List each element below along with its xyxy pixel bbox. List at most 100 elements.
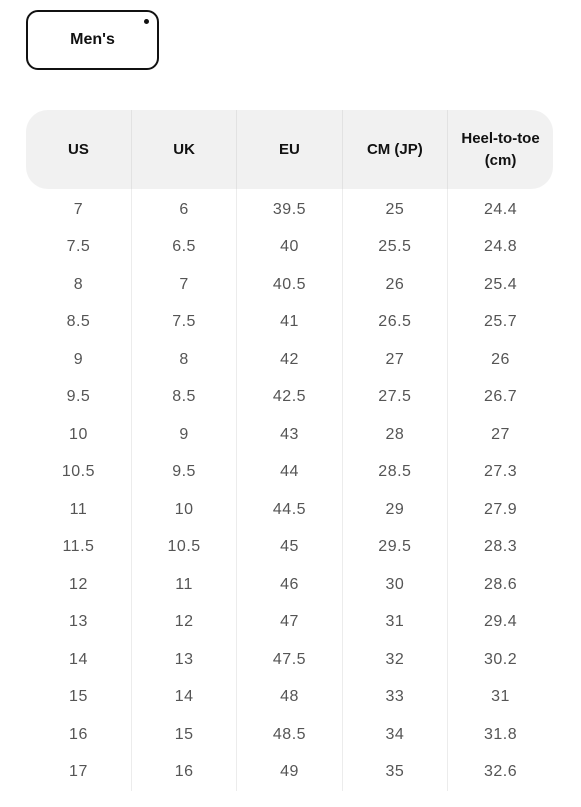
cell-uk: 9 xyxy=(130,416,237,454)
cell-us: 11.5 xyxy=(62,538,95,556)
cell-us: 9.5 xyxy=(66,388,91,406)
table-row: 10 9 43 28 27 xyxy=(26,416,553,454)
header-heel-to-toe: Heel-to-toe (cm) xyxy=(447,110,553,189)
table-row: 15 14 48 33 31 xyxy=(26,678,553,716)
cell-heel-to-toe: 28.6 xyxy=(447,566,553,604)
table-row: 13 12 47 31 29.4 xyxy=(26,603,553,641)
cell-cm-jp: 32 xyxy=(341,641,448,679)
cell-cm-jp: 27.5 xyxy=(341,378,448,416)
header-row: US UK EU CM (JP) Heel-to-toe (cm) xyxy=(26,110,553,189)
cell-eu: 46 xyxy=(236,566,343,604)
cell-uk: 9.5 xyxy=(130,453,237,491)
cell-cm-jp: 27 xyxy=(341,341,448,379)
header-uk: UK xyxy=(130,110,237,189)
size-chart-table: US UK EU CM (JP) Heel-to-toe (cm) 7 6 39… xyxy=(26,110,553,791)
cell-heel-to-toe: 25.7 xyxy=(447,303,553,341)
cell-heel-to-toe: 24.4 xyxy=(447,189,553,229)
cell-uk: 7.5 xyxy=(130,303,237,341)
table-row: 16 15 48.5 34 31.8 xyxy=(26,716,553,754)
cell-eu: 47 xyxy=(236,603,343,641)
mens-tab-label: Men's xyxy=(70,31,115,48)
cell-heel-to-toe: 30.2 xyxy=(447,641,553,679)
cell-eu: 48 xyxy=(236,678,343,716)
cell-heel-to-toe: 24.8 xyxy=(447,228,553,266)
cell-uk: 11 xyxy=(130,566,237,604)
table-row: 10.5 9.5 44 28.5 27.3 xyxy=(26,453,553,491)
cell-cm-jp: 34 xyxy=(341,716,448,754)
cell-uk: 13 xyxy=(130,641,237,679)
cell-uk: 6 xyxy=(130,189,237,229)
cell-eu: 45 xyxy=(236,528,343,566)
cell-heel-to-toe: 27 xyxy=(447,416,553,454)
cell-uk: 10 xyxy=(130,491,237,529)
cell-us: 7 xyxy=(73,200,84,218)
cell-eu: 47.5 xyxy=(236,641,343,679)
cell-cm-jp: 31 xyxy=(341,603,448,641)
cell-cm-jp: 28.5 xyxy=(341,453,448,491)
table-row: 12 11 46 30 28.6 xyxy=(26,566,553,604)
cell-heel-to-toe: 26.7 xyxy=(447,378,553,416)
cell-uk: 15 xyxy=(130,716,237,754)
cell-us: 16 xyxy=(69,725,88,743)
size-chart-body: 7 6 39.5 25 24.4 7.5 6.5 40 25.5 24.8 8 … xyxy=(26,189,553,791)
cell-eu: 40 xyxy=(236,228,343,266)
table-row: 17 16 49 35 32.6 xyxy=(26,753,553,791)
cell-uk: 10.5 xyxy=(130,528,237,566)
cell-uk: 12 xyxy=(130,603,237,641)
cell-us: 11 xyxy=(69,500,88,518)
cell-uk: 6.5 xyxy=(130,228,237,266)
table-row: 9 8 42 27 26 xyxy=(26,341,553,379)
cell-heel-to-toe: 29.4 xyxy=(447,603,553,641)
cell-us: 17 xyxy=(69,763,88,781)
cell-eu: 44.5 xyxy=(236,491,343,529)
tab-indicator-dot xyxy=(144,19,149,24)
cell-uk: 14 xyxy=(130,678,237,716)
cell-heel-to-toe: 31 xyxy=(447,678,553,716)
cell-uk: 8 xyxy=(130,341,237,379)
cell-heel-to-toe: 25.4 xyxy=(447,266,553,304)
cell-heel-to-toe: 27.3 xyxy=(447,453,553,491)
cell-cm-jp: 35 xyxy=(341,753,448,791)
cell-uk: 16 xyxy=(130,753,237,791)
cell-eu: 42 xyxy=(236,341,343,379)
cell-cm-jp: 26.5 xyxy=(341,303,448,341)
cell-heel-to-toe: 31.8 xyxy=(447,716,553,754)
table-row: 8 7 40.5 26 25.4 xyxy=(26,266,553,304)
mens-tab-button[interactable]: Men's xyxy=(26,10,159,70)
cell-us: 8.5 xyxy=(66,313,91,331)
cell-cm-jp: 33 xyxy=(341,678,448,716)
cell-cm-jp: 25.5 xyxy=(341,228,448,266)
size-chart-header: US UK EU CM (JP) Heel-to-toe (cm) xyxy=(26,110,553,189)
table-row: 11.5 10.5 45 29.5 28.3 xyxy=(26,528,553,566)
cell-us: 10 xyxy=(69,425,88,443)
cell-us: 13 xyxy=(69,613,88,631)
cell-cm-jp: 28 xyxy=(341,416,448,454)
header-eu: EU xyxy=(236,110,343,189)
table-row: 7.5 6.5 40 25.5 24.8 xyxy=(26,228,553,266)
cell-eu: 40.5 xyxy=(236,266,343,304)
cell-cm-jp: 29.5 xyxy=(341,528,448,566)
cell-cm-jp: 29 xyxy=(341,491,448,529)
cell-us: 7.5 xyxy=(66,238,91,256)
cell-eu: 41 xyxy=(236,303,343,341)
cell-eu: 39.5 xyxy=(236,189,343,229)
cell-heel-to-toe: 27.9 xyxy=(447,491,553,529)
cell-heel-to-toe: 26 xyxy=(447,341,553,379)
cell-eu: 44 xyxy=(236,453,343,491)
table-row: 9.5 8.5 42.5 27.5 26.7 xyxy=(26,378,553,416)
cell-us: 9 xyxy=(73,350,84,368)
cell-us: 10.5 xyxy=(61,463,96,481)
cell-heel-to-toe: 28.3 xyxy=(447,528,553,566)
cell-uk: 8.5 xyxy=(130,378,237,416)
table-row: 14 13 47.5 32 30.2 xyxy=(26,641,553,679)
cell-eu: 42.5 xyxy=(236,378,343,416)
cell-us: 15 xyxy=(69,688,88,706)
cell-heel-to-toe: 32.6 xyxy=(447,753,553,791)
header-cm-jp: CM (JP) xyxy=(341,110,448,189)
cell-eu: 49 xyxy=(236,753,343,791)
header-us: US xyxy=(26,110,132,189)
cell-cm-jp: 30 xyxy=(341,566,448,604)
table-row: 8.5 7.5 41 26.5 25.7 xyxy=(26,303,553,341)
cell-uk: 7 xyxy=(130,266,237,304)
cell-eu: 43 xyxy=(236,416,343,454)
